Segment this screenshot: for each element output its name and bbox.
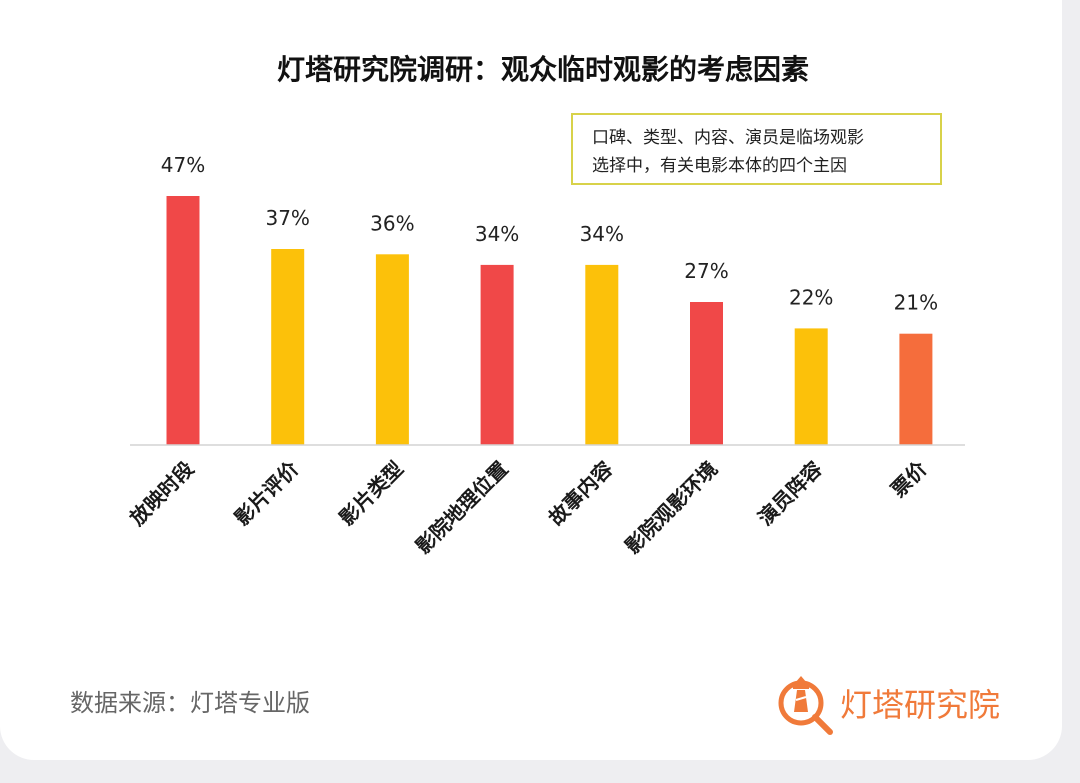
lighthouse-magnifier-icon (778, 676, 833, 735)
chart-title: 灯塔研究院调研：观众临时观影的考虑因素 (277, 53, 809, 86)
value-label-1: 47% (161, 153, 205, 177)
value-label-8: 21% (894, 291, 938, 315)
chart-card: 灯塔研究院调研：观众临时观影的考虑因素 口碑、类型、内容、演员是临场观影 选择中… (0, 0, 1062, 760)
data-source-text: 数据来源：灯塔专业版 (70, 689, 310, 717)
bar-3 (375, 254, 409, 445)
bar-4 (480, 264, 514, 445)
value-label-2: 37% (265, 206, 309, 230)
category-label-2: 影片评价 (230, 456, 304, 530)
category-label-4: 影院地理位置 (411, 457, 513, 559)
annotation-line-2: 选择中，有关电影本体的四个主因 (592, 156, 847, 176)
bar-1 (166, 196, 200, 445)
value-labels-group: 47% 37% 36% 34% 34% 27% 22% 21% (161, 153, 938, 315)
bar-2 (271, 249, 305, 445)
value-label-4: 34% (475, 222, 519, 246)
bar-7 (794, 328, 828, 445)
value-label-7: 22% (789, 285, 833, 309)
bars-group (166, 196, 933, 445)
category-label-8: 票价 (886, 456, 932, 502)
category-labels-group: 放映时段 影片评价 影片类型 影院地理位置 故事内容 影院观影环境 演员阵容 票价 (124, 456, 932, 559)
bar-8 (899, 333, 933, 445)
category-label-5: 故事内容 (544, 457, 618, 531)
bar-chart: 灯塔研究院调研：观众临时观影的考虑因素 口碑、类型、内容、演员是临场观影 选择中… (70, 53, 1000, 735)
category-label-3: 影片类型 (334, 457, 408, 531)
value-label-3: 36% (370, 211, 414, 235)
category-label-1: 放映时段 (124, 457, 198, 531)
annotation-line-1: 口碑、类型、内容、演员是临场观影 (592, 128, 864, 148)
value-label-5: 34% (580, 222, 624, 246)
bar-6 (690, 302, 723, 445)
category-label-7: 演员阵容 (753, 457, 827, 531)
category-label-6: 影院观影环境 (620, 457, 722, 559)
bar-5 (585, 264, 619, 445)
value-label-6: 27% (684, 259, 728, 283)
brand-name: 灯塔研究院 (840, 686, 1000, 724)
annotation-box: 口碑、类型、内容、演员是临场观影 选择中，有关电影本体的四个主因 (571, 113, 942, 185)
